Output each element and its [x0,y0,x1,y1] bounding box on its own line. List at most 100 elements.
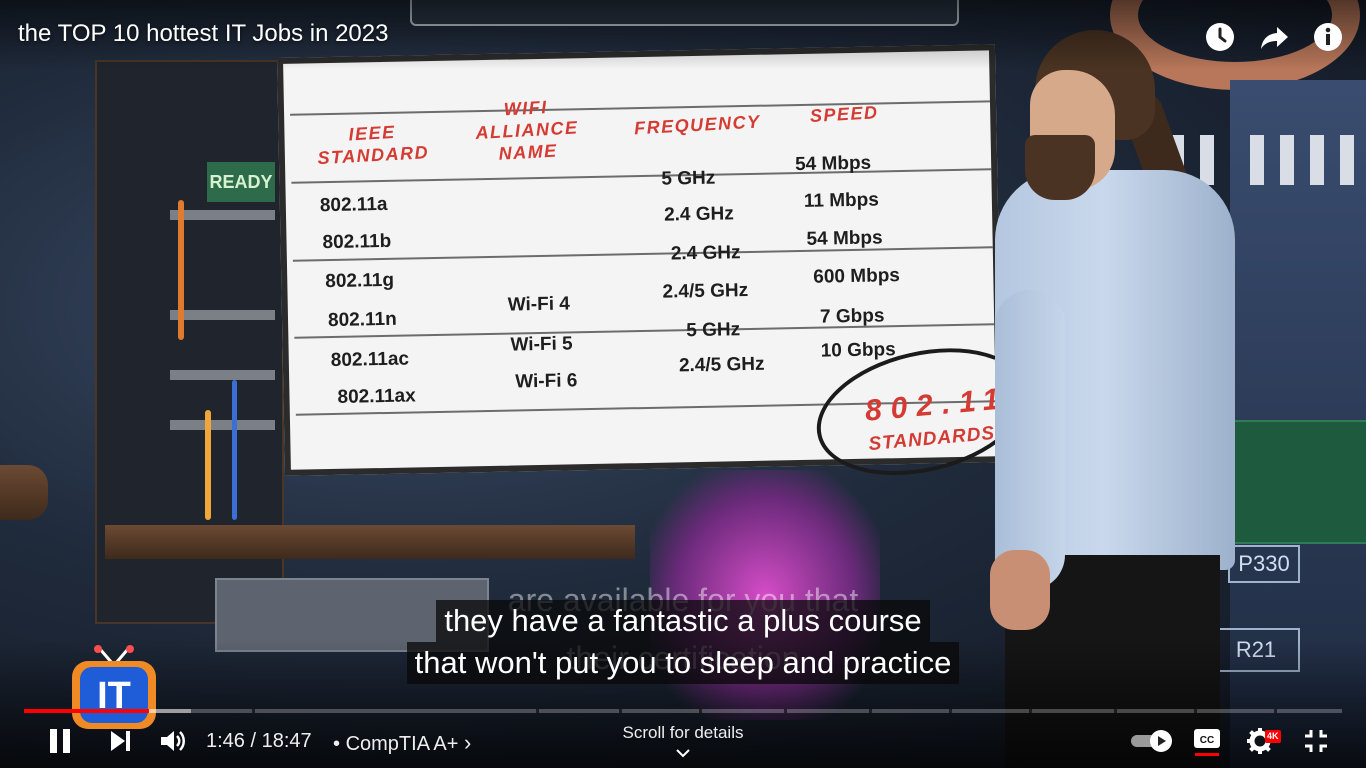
progress-played [24,709,150,713]
chapter-marker [949,709,952,713]
next-icon [111,731,130,751]
cell-frequency: 2.4 GHz [670,242,741,265]
clock-icon [1206,23,1234,51]
cell-standard: 802.11n [327,308,397,332]
watch-later-button[interactable] [1203,20,1237,54]
cell-frequency: 2.4 GHz [663,203,734,226]
chapter-button[interactable]: • CompTIA A+ › [333,730,471,756]
share-button[interactable] [1257,20,1291,54]
top-gradient [0,0,1366,70]
cell-standard: 802.11ac [330,348,410,372]
info-button[interactable] [1311,20,1345,54]
heatsink-fin [1250,135,1264,185]
wooden-shelf [105,525,635,559]
chapter-marker [699,709,702,713]
p330-label: P330 [1228,545,1300,583]
chapter-marker [869,709,872,713]
current-time: 1:46 [206,730,245,752]
caption-window: they have a fantastic a plus course [0,600,1366,642]
chapter-marker [252,709,255,713]
cable [178,200,184,340]
duration: 18:47 [261,730,312,752]
cell-frequency: 2.4/5 GHz [678,353,765,377]
scroll-for-details[interactable]: Scroll for details [583,723,783,763]
cell-frequency: 2.4/5 GHz [662,280,749,303]
heatsink-fin [1280,135,1294,185]
exit-fullscreen-icon [1305,730,1327,752]
heatsink-fin [1340,135,1354,185]
heatsink-fin [1200,135,1214,185]
cell-wifi-name: Wi-Fi 5 [510,333,573,356]
next-button[interactable] [104,724,136,758]
chapter-marker [1274,709,1277,713]
chevron-down-icon [676,749,690,758]
svg-text:CC: CC [1200,735,1214,746]
cell-speed: 10 Gbps [820,339,896,362]
cell-standard: 802.11ax [337,385,416,408]
chapter-marker [1029,709,1032,713]
caption-line-1: they have a fantastic a plus course [436,600,930,642]
cell-standard: 802.11b [322,230,392,254]
board-rule [294,323,995,339]
cell-wifi-name: Wi-Fi 4 [507,293,571,316]
rack-rail [170,370,275,380]
cable [232,380,237,520]
quality-4k-badge: 4K [1265,730,1281,743]
rack-rail [170,310,275,320]
chapter-marker [1114,709,1117,713]
chevron-right-icon: › [463,730,472,755]
caption-line-2: that won't put you to sleep and practice [406,642,960,684]
autoplay-toggle[interactable] [1128,724,1176,758]
progress-bar[interactable] [24,709,1342,713]
chapter-marker [619,709,622,713]
chapter-separator: • [333,733,341,755]
time-separator: / [244,730,262,752]
cell-speed: 600 Mbps [813,265,901,288]
rack-rail [170,210,275,220]
board-rule [292,246,993,262]
cell-standard: 802.11g [325,269,395,293]
channel-logo[interactable]: IT [70,645,158,733]
cell-speed: 11 Mbps [803,189,880,212]
info-icon [1314,23,1342,51]
pause-button[interactable] [44,724,76,758]
board-rule [290,100,990,116]
chapter-marker [536,709,539,713]
volume-icon [161,731,185,751]
cell-speed: 7 Gbps [819,305,885,328]
cell-speed: 54 Mbps [794,152,872,176]
subtitles-icon: CC [1194,729,1220,756]
cell-standard: 802.11a [319,193,388,217]
pause-icon [50,729,70,753]
board-rule [291,168,992,184]
cable [205,410,211,520]
header-wifi-alliance-name: WIFI ALLIANCE NAME [474,97,579,164]
presenter-beard [1025,135,1095,200]
presenter-hand [990,550,1050,630]
presenter [985,30,1235,768]
stool [0,465,48,520]
presenter-arm [995,290,1065,590]
chapter-marker [784,709,787,713]
cell-wifi-name: Wi-Fi 6 [515,370,578,393]
circuit-board [1232,420,1366,544]
share-arrow-icon [1261,27,1288,49]
header-speed: SPEED [809,102,879,126]
time-display: 1:46 / 18:47 [206,730,312,753]
header-frequency: FREQUENCY [633,111,762,139]
volume-button[interactable] [156,724,190,758]
wifi-standards-board: IEEE STANDARD WIFI ALLIANCE NAME FREQUEN… [277,44,1041,495]
ready-sign: READY [207,162,275,202]
cell-frequency: 5 GHz [686,319,741,342]
subtitles-button[interactable]: CC [1191,724,1223,758]
cell-frequency: 5 GHz [661,167,716,190]
exit-fullscreen-button[interactable] [1300,724,1332,758]
caption-window: that won't put you to sleep and practice [0,642,1366,684]
scroll-hint-label: Scroll for details [622,723,744,742]
chapter-title: CompTIA A+ [345,733,459,755]
heatsink-fin [1310,135,1324,185]
autoplay-toggle-icon [1131,730,1172,752]
cell-speed: 54 Mbps [806,227,883,250]
chapter-marker [1194,709,1197,713]
video-title[interactable]: the TOP 10 hottest IT Jobs in 2023 [18,20,389,47]
